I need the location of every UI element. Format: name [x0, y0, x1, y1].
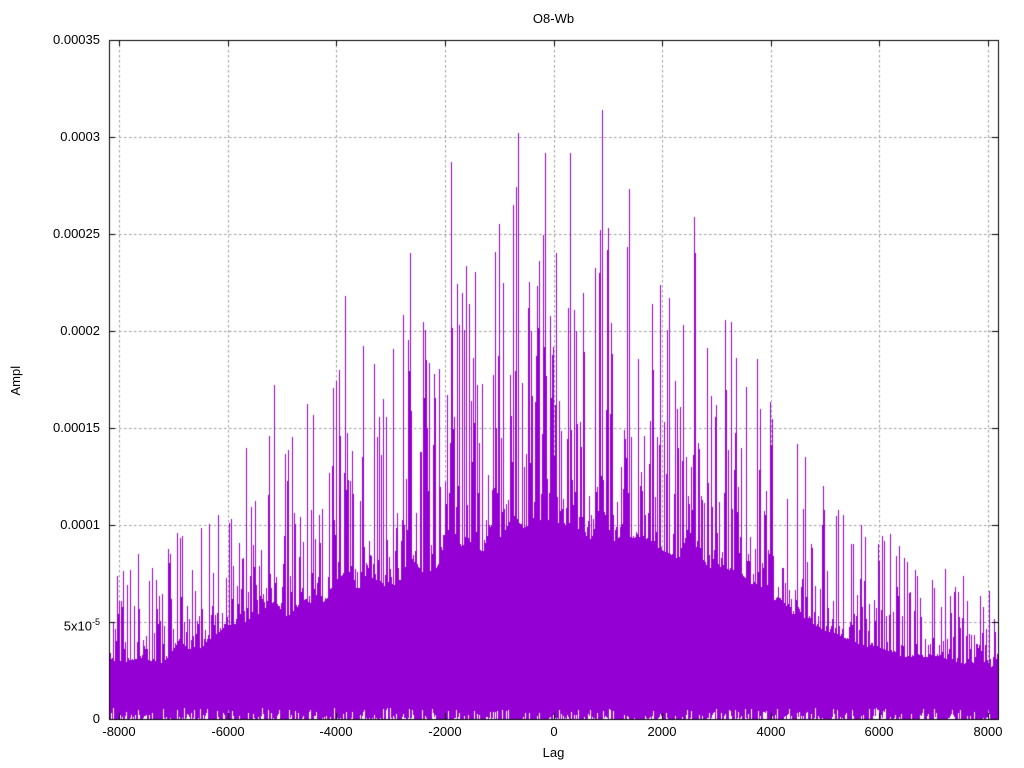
chart-title: O8-Wb [532, 11, 575, 26]
y-tick-label: 0.0002 [60, 323, 100, 338]
x-tick-label: -6000 [211, 724, 245, 739]
x-tick-label: 8000 [973, 724, 1003, 739]
y-tick-label: 0.0003 [60, 129, 100, 144]
x-tick-label: -8000 [102, 724, 136, 739]
x-axis-label: Lag [542, 745, 565, 760]
y-tick-label: 0.00015 [53, 420, 100, 435]
x-tick-label: 0 [550, 724, 558, 739]
x-tick-label: 4000 [756, 724, 786, 739]
y-tick-label: 5x10-5 [63, 617, 100, 634]
y-tick-label: 0.00025 [53, 226, 100, 241]
y-tick-label: 0.0001 [60, 517, 100, 532]
y-axis-label: Ampl [8, 365, 23, 396]
x-tick-label: -4000 [319, 724, 353, 739]
x-tick-label: 2000 [647, 724, 677, 739]
x-tick-label: -2000 [428, 724, 462, 739]
y-tick-label: 0.00035 [53, 32, 100, 47]
y-tick-label: 0 [92, 711, 100, 726]
x-tick-label: 6000 [864, 724, 894, 739]
